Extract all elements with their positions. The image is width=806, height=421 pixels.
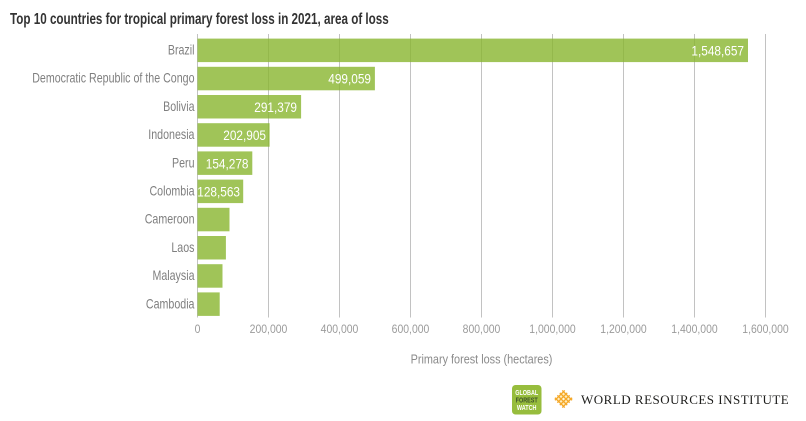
svg-text:Colombia: Colombia <box>149 183 194 199</box>
svg-text:Cameroon: Cameroon <box>145 211 195 227</box>
svg-text:Brazil: Brazil <box>168 42 195 58</box>
svg-text:WATCH: WATCH <box>517 404 537 412</box>
svg-text:800,000: 800,000 <box>463 323 501 336</box>
svg-text:128,563: 128,563 <box>197 184 240 200</box>
svg-text:1,548,657: 1,548,657 <box>691 43 744 59</box>
svg-text:200,000: 200,000 <box>250 323 288 336</box>
svg-text:Indonesia: Indonesia <box>148 127 194 143</box>
svg-text:Cambodia: Cambodia <box>146 296 195 312</box>
svg-text:Malaysia: Malaysia <box>152 268 194 284</box>
svg-text:1,400,000: 1,400,000 <box>671 323 717 336</box>
svg-text:Bolivia: Bolivia <box>163 99 195 115</box>
svg-text:Peru: Peru <box>172 155 195 171</box>
svg-text:GLOBAL: GLOBAL <box>515 389 538 397</box>
svg-text:202,905: 202,905 <box>223 127 266 143</box>
svg-text:FOREST: FOREST <box>516 397 538 405</box>
svg-text:Primary forest loss (hectares): Primary forest loss (hectares) <box>411 352 553 367</box>
svg-text:0: 0 <box>195 323 201 336</box>
svg-text:WORLD RESOURCES INSTITUTE: WORLD RESOURCES INSTITUTE <box>581 392 789 407</box>
svg-text:1,600,000: 1,600,000 <box>742 323 788 336</box>
svg-text:600,000: 600,000 <box>392 323 430 336</box>
svg-text:Top 10 countries for tropical: Top 10 countries for tropical primary fo… <box>10 10 389 27</box>
svg-text:400,000: 400,000 <box>321 323 359 336</box>
svg-text:1,000,000: 1,000,000 <box>529 323 575 336</box>
svg-text:154,278: 154,278 <box>206 155 249 171</box>
svg-text:291,379: 291,379 <box>254 99 297 115</box>
svg-text:Laos: Laos <box>171 240 194 256</box>
svg-text:499,059: 499,059 <box>328 71 371 87</box>
svg-text:1,200,000: 1,200,000 <box>600 323 646 336</box>
svg-text:Democratic Republic of the Con: Democratic Republic of the Congo <box>32 70 195 86</box>
